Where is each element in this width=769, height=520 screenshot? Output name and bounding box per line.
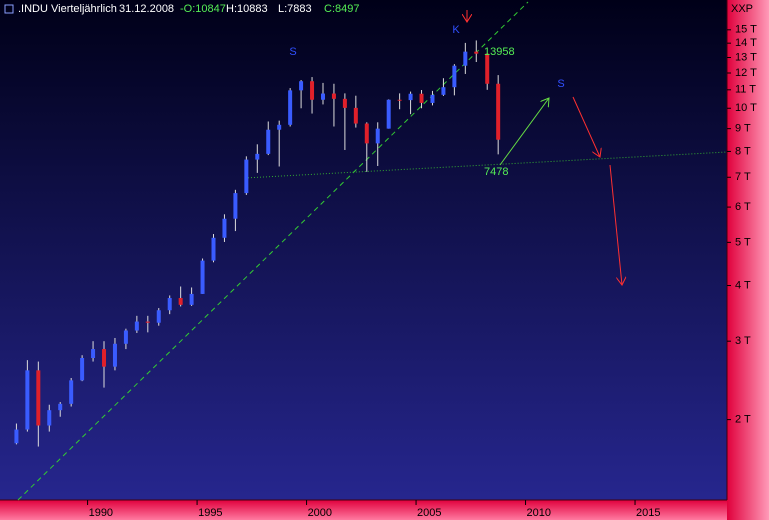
candle-body xyxy=(189,293,194,305)
annotation: S xyxy=(557,78,564,90)
candle-body xyxy=(123,330,128,344)
candle-body xyxy=(474,51,479,54)
y-tick-label: 15 T xyxy=(735,24,757,36)
symbol-icon xyxy=(4,4,14,14)
candle-body xyxy=(288,90,293,125)
low: L:7883 xyxy=(278,3,312,15)
close: C:8497 xyxy=(324,3,359,15)
candle-body xyxy=(277,124,282,130)
high: H:10883 xyxy=(226,3,268,15)
annotation: S xyxy=(289,46,296,58)
x-tick-label: 1990 xyxy=(89,507,113,519)
candle-body xyxy=(178,298,183,305)
candle-body xyxy=(36,370,41,426)
annotation: 13958 xyxy=(484,46,515,58)
y-tick-label: 5 T xyxy=(735,236,751,248)
y-tick-label: 12 T xyxy=(735,67,757,79)
candle-body xyxy=(80,358,85,381)
candle-body xyxy=(310,81,315,100)
candle-body xyxy=(222,218,227,238)
candle-body xyxy=(244,159,249,194)
y-tick-label: 7 T xyxy=(735,171,751,183)
candle-body xyxy=(145,321,150,323)
candle-body xyxy=(320,93,325,100)
candle-body xyxy=(441,87,446,95)
y-tick-label: 10 T xyxy=(735,102,757,114)
y-tick-label: 11 T xyxy=(735,84,756,96)
candle-body xyxy=(419,93,424,103)
candle-body xyxy=(167,298,172,311)
candles xyxy=(14,40,501,447)
candle-body xyxy=(47,410,52,426)
y-tick-label: 3 T xyxy=(735,335,751,347)
candle-body xyxy=(112,343,117,367)
candle-body xyxy=(58,403,63,411)
candle-body xyxy=(14,429,19,444)
corner-label: XXP xyxy=(731,3,753,15)
candle-body xyxy=(353,107,358,124)
date: 31.12.2008 xyxy=(119,3,174,15)
candle-body xyxy=(211,237,216,261)
candle-body xyxy=(200,260,205,294)
candle-body xyxy=(233,193,238,219)
x-tick-label: 1995 xyxy=(198,507,222,519)
y-tick-label: 6 T xyxy=(735,201,751,213)
candle-body xyxy=(430,94,435,103)
annotation: 7478 xyxy=(484,166,508,178)
x-tick-label: 2000 xyxy=(308,507,332,519)
y-tick-label: 8 T xyxy=(735,145,751,157)
candle-body xyxy=(463,51,468,66)
candle-body xyxy=(69,380,74,404)
arrow xyxy=(499,98,549,166)
y-tick-label: 4 T xyxy=(735,279,751,291)
candle-body xyxy=(408,93,413,101)
candle-body xyxy=(91,349,96,359)
arrow xyxy=(609,164,622,285)
candle-body xyxy=(255,153,260,160)
candle-body xyxy=(452,65,457,88)
x-axis-panel xyxy=(0,500,727,520)
candle-body xyxy=(342,98,347,108)
arrow xyxy=(572,96,600,157)
candle-body xyxy=(266,129,271,154)
x-tick-label: 2015 xyxy=(636,507,660,519)
candle-body xyxy=(375,128,380,144)
candle-body xyxy=(134,321,139,331)
open: -O:10847 xyxy=(180,3,226,15)
candle-body xyxy=(485,53,490,84)
support-line xyxy=(244,151,728,179)
candle-body xyxy=(397,99,402,101)
symbol: .INDU Vierteljährlich xyxy=(18,3,117,15)
candle-body xyxy=(299,81,304,91)
axes: 15 T14 T 13 T 12 T 11 T 10 T 9 T 8 T 7 T 6 T 5 T 4… xyxy=(87,24,757,519)
candle-body xyxy=(156,310,161,323)
candle-body xyxy=(386,99,391,129)
candle-body xyxy=(25,370,30,430)
y-tick-label: 9 T xyxy=(735,123,751,135)
x-tick-label: 2005 xyxy=(417,507,441,519)
y-tick-label: 13 T xyxy=(735,51,757,63)
candle-body xyxy=(102,349,107,367)
annotation: K xyxy=(452,24,460,36)
candle-body xyxy=(364,123,369,144)
y-axis-panel xyxy=(727,0,769,520)
x-tick-label: 2010 xyxy=(527,507,551,519)
candle-body xyxy=(496,83,501,140)
y-tick-label: 14 T xyxy=(735,37,757,49)
candle-body xyxy=(331,93,336,99)
y-tick-label: 2 T xyxy=(735,414,751,426)
plot-background xyxy=(0,0,727,500)
